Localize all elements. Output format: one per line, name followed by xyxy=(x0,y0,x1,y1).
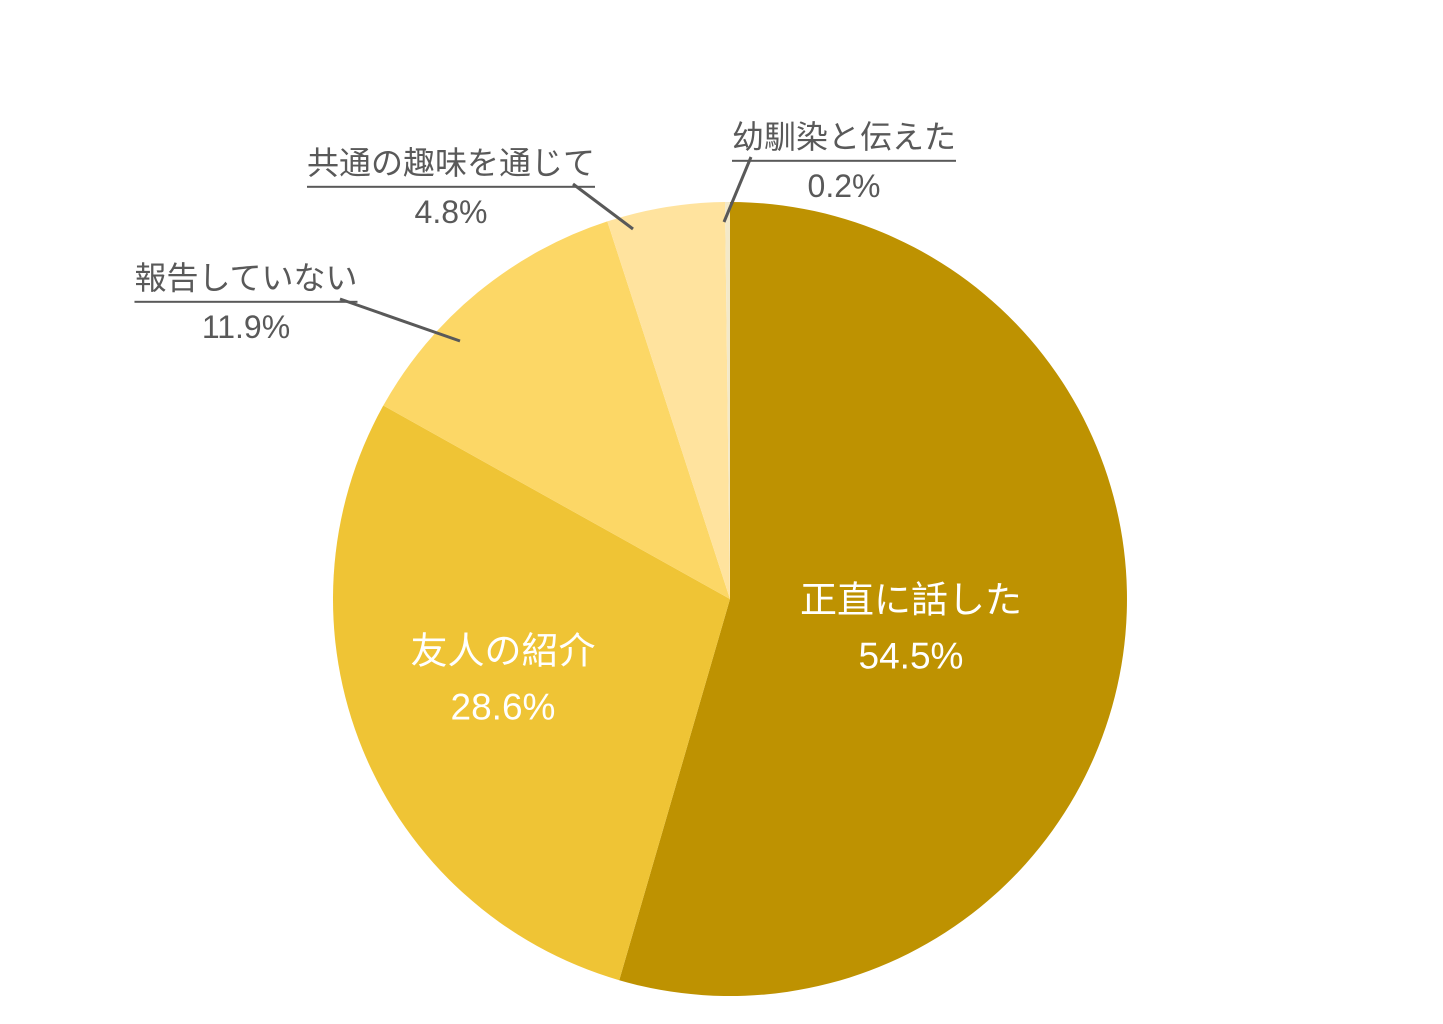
slice-label-text: 共通の趣味を通じて xyxy=(306,145,596,188)
leader-lines-group xyxy=(339,156,753,343)
leader-line-not-reported xyxy=(339,297,461,343)
slice-percent-childhood-friend: 0.2% xyxy=(807,168,881,204)
inside-label-honest: 正直に話した 54.5% xyxy=(800,573,1022,684)
slice-percent-not-reported: 11.9% xyxy=(201,309,291,345)
slice-label-not-reported: 報告していない xyxy=(134,260,358,303)
slice-label-common-hobby: 共通の趣味を通じて xyxy=(306,145,596,188)
pie-slice-5 xyxy=(725,201,730,599)
callout-not-reported: 報告していない 11.9% xyxy=(134,260,358,345)
slice-label-text: 報告していない xyxy=(134,260,358,303)
slice-label-text: 幼馴染と伝えた xyxy=(731,119,957,162)
slice-label-honest: 正直に話した xyxy=(800,579,1022,621)
callout-childhood-friend: 幼馴染と伝えた 0.2% xyxy=(731,119,957,204)
slice-label-childhood-friend: 幼馴染と伝えた xyxy=(731,119,957,162)
pie-slice-1 xyxy=(619,202,1127,996)
slice-percent-common-hobby: 4.8% xyxy=(414,194,488,230)
slice-percent-honest: 54.5% xyxy=(858,635,964,676)
leader-line-childhood-friend xyxy=(722,156,753,223)
slice-label-friend-intro: 友人の紹介 xyxy=(410,630,596,672)
leader-line-common-hobby xyxy=(572,182,634,231)
pie-slice-2 xyxy=(332,405,730,981)
inside-label-friend-intro: 友人の紹介 28.6% xyxy=(411,624,596,735)
pie-slice-4 xyxy=(607,202,730,599)
pie-slices-group xyxy=(332,201,1127,996)
callout-common-hobby: 共通の趣味を通じて 4.8% xyxy=(306,145,596,230)
pie-slice-3 xyxy=(383,221,730,599)
slice-percent-friend-intro: 28.6% xyxy=(450,686,556,727)
